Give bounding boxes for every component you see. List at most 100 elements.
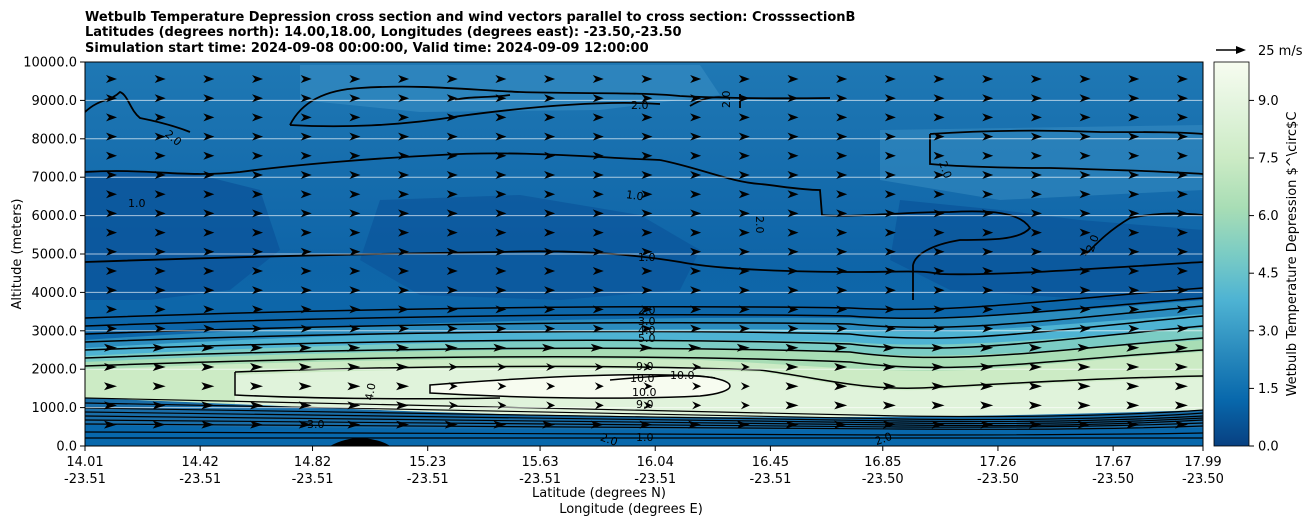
wind-vector-arrow xyxy=(1176,286,1188,295)
wind-vector-arrow xyxy=(446,94,458,103)
wind-vector-arrow xyxy=(1176,75,1188,83)
wind-vector-arrow xyxy=(154,247,166,256)
contour-label: 2.0 xyxy=(936,159,954,180)
wind-vector-arrow xyxy=(1176,247,1188,256)
wind-vector-arrow xyxy=(1077,401,1091,410)
wind-vector-arrow xyxy=(836,171,848,179)
wind-vectors xyxy=(104,75,1188,429)
wind-vector-arrow xyxy=(834,343,848,352)
wind-vector-arrow xyxy=(884,286,896,295)
wind-vector-arrow xyxy=(641,113,653,122)
wind-vector-arrow xyxy=(1028,420,1042,429)
wind-vector-arrow xyxy=(787,267,799,275)
x-axis-label-longitude: Longitude (degrees E) xyxy=(559,502,703,517)
wind-vector-arrow xyxy=(349,267,361,275)
wind-vector-arrow xyxy=(836,247,848,256)
wind-vector-arrow xyxy=(154,190,166,199)
wind-vector-arrow xyxy=(982,247,994,256)
wind-vector-arrow xyxy=(884,190,896,199)
wind-vector-arrow xyxy=(104,343,117,352)
wind-vector-arrow xyxy=(933,247,945,256)
wind-vector-arrow xyxy=(396,382,410,391)
wind-vector-arrow xyxy=(836,151,848,160)
wind-vector-arrow xyxy=(106,190,117,199)
wind-vector-arrow xyxy=(298,343,312,352)
wind-vector-arrow xyxy=(592,151,604,160)
wind-vector-arrow xyxy=(398,209,410,218)
wind-vector-arrow xyxy=(1079,190,1091,199)
wind-vector-arrow xyxy=(495,151,507,160)
wind-vector-arrow xyxy=(641,190,653,199)
wind-vector-arrow xyxy=(933,190,945,199)
wind-vector-arrow xyxy=(738,267,750,275)
wind-vector-arrow xyxy=(1176,151,1188,160)
wind-vector-arrow xyxy=(1128,324,1140,333)
wind-vector-arrow xyxy=(106,113,117,122)
wind-vector-arrow xyxy=(154,267,166,275)
y-tick-label: 8000.0 xyxy=(32,132,78,147)
wind-vector-arrow xyxy=(349,247,361,256)
contour-label: 5.0 xyxy=(638,332,656,345)
wind-vector-arrow xyxy=(641,171,653,179)
wind-vector-arrow xyxy=(203,132,215,141)
wind-vector-arrow xyxy=(884,94,896,103)
wind-vector-arrow xyxy=(982,94,994,103)
contour-label: 10.0 xyxy=(632,386,657,399)
wind-vector-arrow xyxy=(1128,132,1140,141)
wind-vector-arrow xyxy=(203,151,215,160)
y-tick-label: 1000.0 xyxy=(32,401,78,416)
wind-vector-arrow xyxy=(446,113,458,122)
contour-label: 1.0 xyxy=(638,251,656,264)
wind-vector-arrow xyxy=(836,209,848,218)
wind-vector-arrow xyxy=(980,401,994,410)
wind-vector-arrow xyxy=(546,363,556,371)
contour-label: 9.0 xyxy=(636,398,654,411)
wind-vector-arrow xyxy=(1030,209,1042,218)
wind-vector-arrow xyxy=(1174,343,1188,352)
wind-vector-arrow xyxy=(203,94,215,103)
wind-vector-arrow xyxy=(834,382,848,391)
wind-vector-arrow xyxy=(1028,363,1042,371)
wind-vector-arrow xyxy=(834,420,848,429)
terrain-blob xyxy=(330,438,390,446)
quiver-key-label: 25 m/s xyxy=(1258,44,1303,59)
contour-label: 2.0 xyxy=(873,430,894,448)
wind-vector-arrow xyxy=(982,324,994,333)
wind-vector-arrow xyxy=(641,209,653,218)
wind-vector-arrow xyxy=(1079,171,1091,179)
wind-vector-arrow xyxy=(1030,324,1042,333)
wind-vector-arrow xyxy=(544,113,556,122)
wind-vector-arrow xyxy=(544,171,556,179)
wind-vector-arrow xyxy=(106,132,117,141)
wind-vector-arrow xyxy=(592,132,604,141)
wind-vector-arrow xyxy=(542,420,556,429)
wind-vector-arrow xyxy=(398,113,410,122)
wind-vector-arrow xyxy=(252,228,264,237)
wind-vector-arrow xyxy=(692,363,702,371)
wind-vector-arrow xyxy=(398,286,410,295)
wind-vector-arrow xyxy=(738,324,750,333)
wind-vector-arrow xyxy=(252,286,264,295)
wind-vector-arrow xyxy=(497,401,507,410)
wind-vector-arrow xyxy=(1126,343,1140,352)
x-tick-label-lon: -23.51 xyxy=(179,472,221,487)
wind-vector-arrow xyxy=(982,132,994,141)
wind-vector-arrow xyxy=(1128,75,1140,83)
wind-vector-arrow xyxy=(1176,94,1188,103)
wind-vector-arrow xyxy=(1128,286,1140,295)
wind-vector-arrow xyxy=(300,75,312,83)
wind-vector-arrow xyxy=(884,324,896,333)
wind-vector-arrow xyxy=(1176,113,1188,122)
wind-vector-arrow xyxy=(544,209,556,218)
wind-vector-arrow xyxy=(982,305,994,314)
colorbar-tick-label: 0.0 xyxy=(1258,440,1279,455)
wind-vector-arrow xyxy=(544,190,556,199)
wind-vector-arrow xyxy=(106,171,117,179)
wind-vector-arrow xyxy=(836,267,848,275)
wind-vector-arrow xyxy=(980,363,994,371)
wind-vector-arrow xyxy=(544,324,556,333)
wind-vector-arrow xyxy=(349,171,361,179)
wind-vector-arrow xyxy=(592,228,604,237)
wind-vector-arrow xyxy=(1028,401,1042,410)
contour-label: 1.0 xyxy=(128,197,146,210)
